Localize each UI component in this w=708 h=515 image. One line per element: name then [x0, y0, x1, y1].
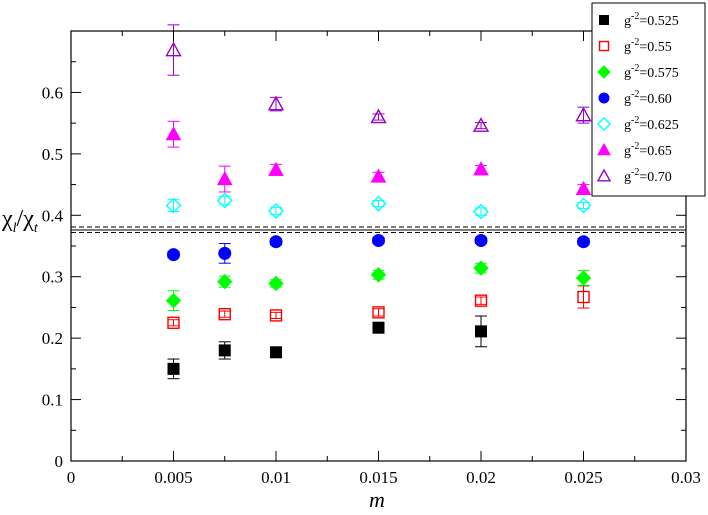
series — [165, 120, 592, 195]
reference-band — [71, 226, 686, 233]
data-point — [372, 233, 385, 247]
x-tick-label: 0.02 — [466, 468, 496, 487]
legend-entry: g-2=0.65 — [597, 141, 672, 159]
data-point — [218, 344, 231, 357]
data-point — [473, 161, 489, 176]
legend-marker — [596, 168, 612, 182]
y-tick-label: 0.5 — [42, 145, 63, 164]
data-point — [268, 275, 284, 292]
data-point — [216, 171, 233, 186]
data-point — [165, 41, 182, 57]
data-point — [269, 309, 283, 322]
legend-label: g-2=0.55 — [624, 37, 672, 55]
data-point — [165, 126, 182, 141]
legend-marker — [599, 15, 609, 25]
x-tick-label: 0.01 — [261, 468, 291, 487]
y-axis-label-sub1: l — [13, 221, 17, 236]
data-point — [473, 203, 489, 220]
data-point — [370, 168, 387, 183]
x-tick-label: 0 — [67, 468, 76, 487]
legend-marker — [598, 40, 610, 52]
legend-label: g-2=0.625 — [624, 115, 679, 133]
legend-marker — [598, 92, 610, 104]
data-point — [372, 306, 385, 319]
data-point — [575, 180, 592, 195]
legend-entry: g-2=0.625 — [597, 115, 679, 133]
legend-marker — [597, 65, 611, 79]
data-point — [267, 95, 285, 111]
legend-label: g-2=0.525 — [624, 11, 679, 29]
data-point — [575, 197, 592, 214]
data-point — [370, 108, 387, 124]
data-point — [472, 117, 490, 132]
data-point — [167, 362, 180, 375]
data-point — [474, 233, 488, 247]
x-axis-label: m — [369, 487, 385, 512]
y-tick-label: 0.3 — [42, 268, 63, 287]
data-point — [217, 273, 233, 290]
legend-label: g-2=0.70 — [624, 167, 672, 185]
series — [167, 285, 590, 329]
legend-entry: g-2=0.60 — [598, 89, 672, 107]
series — [165, 260, 592, 311]
data-point — [473, 260, 489, 276]
series — [167, 315, 487, 380]
legend-entry: g-2=0.575 — [597, 63, 679, 81]
legend-marker — [597, 142, 611, 156]
data-point — [370, 267, 387, 283]
series — [167, 233, 590, 264]
data-point — [269, 235, 283, 249]
y-tick-label: 0 — [55, 452, 64, 471]
data-point — [167, 248, 180, 262]
legend-entry: g-2=0.70 — [596, 167, 672, 185]
x-tick-label: 0.025 — [564, 468, 602, 487]
data-point — [268, 202, 284, 219]
data-point — [372, 321, 385, 334]
legend-label: g-2=0.65 — [624, 141, 672, 159]
y-axis-label-main: χ — [1, 206, 13, 232]
series — [165, 192, 592, 220]
data-point — [370, 195, 387, 212]
data-point — [268, 161, 284, 176]
x-tick-label: 0.005 — [154, 468, 192, 487]
data-point — [474, 294, 488, 307]
y-axis-label-sep: / — [17, 206, 24, 232]
data-point — [577, 290, 590, 304]
legend-entry: g-2=0.525 — [599, 11, 679, 29]
legend-label: g-2=0.60 — [624, 89, 672, 107]
series — [165, 24, 592, 132]
x-tick-label: 0.03 — [671, 468, 701, 487]
y-axis-label: χl/χt — [1, 206, 39, 236]
data-point — [475, 325, 487, 338]
data-point — [216, 192, 233, 209]
axis-ticks: 0 0.005 0.01 0.015 0.02 0.025 0.03 0 0.1 0.2 0.3 0.… — [42, 31, 701, 487]
data-point — [575, 270, 592, 286]
legend-label: g-2=0.575 — [624, 63, 679, 81]
data-point — [218, 307, 231, 321]
legend-marker — [597, 117, 611, 131]
plot-data — [165, 24, 592, 380]
legend-entry: g-2=0.55 — [598, 37, 672, 55]
legend-box — [591, 2, 706, 197]
data-point — [165, 292, 182, 309]
data-point — [577, 235, 590, 249]
legend: g-2=0.525 g-2=0.55 g-2=0.575 g-2=0.60 g-2=0.… — [591, 2, 706, 197]
y-tick-label: 0.6 — [42, 83, 63, 102]
data-point — [575, 106, 592, 122]
y-axis-label-main2: χ — [22, 206, 34, 232]
data-point — [167, 316, 180, 329]
y-tick-label: 0.4 — [42, 206, 64, 225]
data-point — [218, 246, 232, 260]
x-tick-label: 0.015 — [359, 468, 397, 487]
data-point — [270, 346, 282, 359]
y-tick-label: 0.2 — [42, 329, 63, 348]
y-axis-label-sub2: t — [34, 221, 39, 236]
data-point — [165, 197, 182, 214]
y-tick-label: 0.1 — [42, 391, 63, 410]
